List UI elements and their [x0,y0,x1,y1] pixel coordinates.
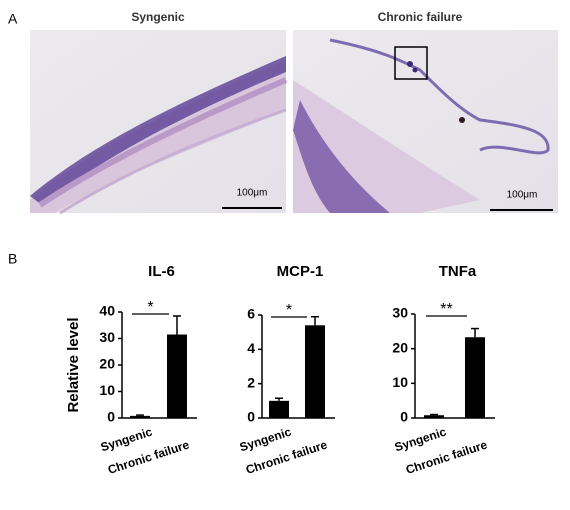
y-tick-label: 10 [99,382,115,398]
scale-bar-label: 100μm [507,190,538,201]
y-tick-label: 6 [247,306,255,322]
image-title: Chronic failure [378,10,463,24]
panel-label: B [8,251,17,267]
error-bar [471,327,479,338]
panel-label: A [8,11,18,27]
y-tick-label: 20 [99,356,115,372]
chart-title: IL-6 [148,263,175,280]
chart-title: TNFa [439,263,477,280]
y-tick-label: 20 [392,339,408,355]
bar [424,415,444,418]
y-tick-label: 30 [99,329,115,345]
scale-bar-label: 100μm [237,188,268,199]
significance-label: * [147,299,153,316]
y-tick-label: 0 [247,409,255,425]
image-title: Syngenic [131,10,185,24]
bar [269,400,289,418]
error-bar [311,315,319,326]
error-bar [173,315,181,335]
bar [167,334,187,418]
y-tick-label: 30 [392,305,408,321]
significance-label: * [286,302,292,319]
micrograph [30,30,288,215]
x-tick-label: Syngenic [393,424,448,454]
significance-label: ** [440,301,452,318]
y-axis-label: Relative level [65,317,82,412]
error-bar [136,414,144,416]
error-bar [275,397,283,401]
bar [305,325,325,418]
y-tick-label: 0 [400,409,408,425]
y-tick-label: 4 [247,340,255,356]
micrograph [293,30,558,213]
chart-title: MCP-1 [277,263,324,280]
bar [130,415,150,418]
y-tick-label: 2 [247,374,255,390]
error-bar [430,413,438,416]
y-tick-label: 10 [392,374,408,390]
bar [465,337,485,418]
y-tick-label: 40 [99,303,115,319]
y-tick-label: 0 [107,409,115,425]
